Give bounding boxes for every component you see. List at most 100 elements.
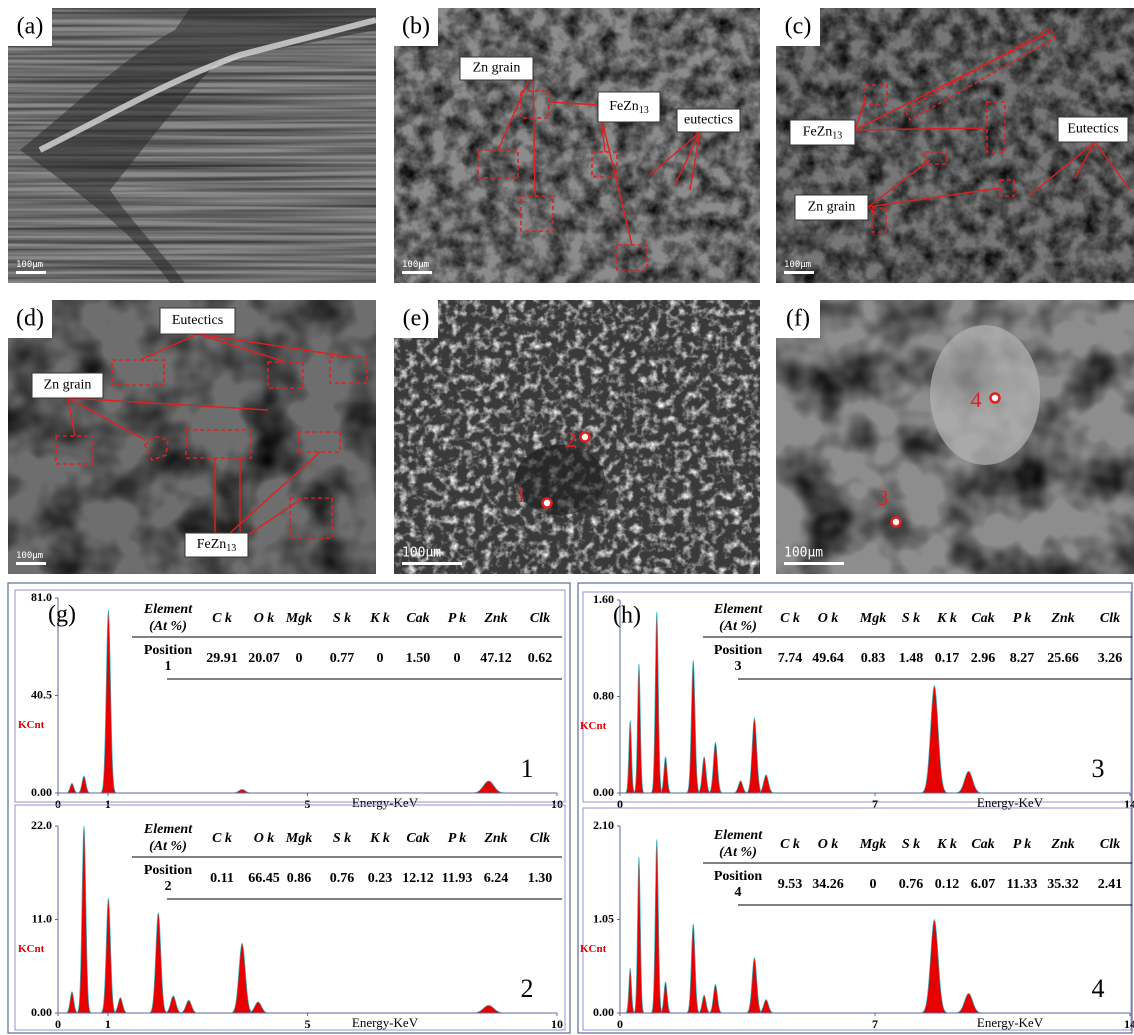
x-axis-label: Energy-KeV bbox=[977, 1015, 1044, 1030]
table-value: 20.07 bbox=[248, 651, 280, 666]
table-row-label: Position bbox=[144, 643, 192, 658]
table-column: K k bbox=[936, 611, 957, 626]
y-tick-label: 0.00 bbox=[593, 1005, 614, 1019]
y-axis-label: KCnt bbox=[580, 720, 607, 732]
analysis-point bbox=[543, 499, 552, 508]
table-header: (At %) bbox=[719, 845, 757, 860]
x-tick-label: 7 bbox=[872, 1017, 878, 1031]
pit bbox=[515, 445, 605, 515]
table-column: Cak bbox=[971, 611, 994, 626]
table-column: C k bbox=[780, 611, 800, 626]
table-value: 0.12 bbox=[935, 877, 960, 892]
scale-bar bbox=[16, 562, 46, 565]
x-axis-label: Energy-KeV bbox=[352, 1015, 419, 1030]
table-column: O k bbox=[254, 831, 275, 846]
table-column: Clk bbox=[530, 611, 550, 626]
table-column: S k bbox=[902, 611, 920, 626]
panel-label: (b) bbox=[402, 14, 430, 40]
table-value: 2.96 bbox=[971, 651, 996, 666]
table-value: 0 bbox=[296, 651, 303, 666]
table-value: 29.91 bbox=[206, 651, 238, 666]
table-column: C k bbox=[212, 831, 232, 846]
scale-bar bbox=[784, 271, 814, 274]
point-label: 4 bbox=[971, 387, 982, 412]
panel-label: (e) bbox=[403, 306, 430, 332]
panel-label: (g) bbox=[48, 602, 76, 628]
annotation-text: Eutectics bbox=[172, 313, 223, 328]
x-tick-label: 0 bbox=[617, 797, 623, 811]
table-value: 7.74 bbox=[778, 651, 803, 666]
table-value: 11.93 bbox=[442, 871, 473, 886]
table-value: 0.11 bbox=[210, 871, 234, 886]
micrograph-image bbox=[776, 300, 1134, 574]
panel-label: (h) bbox=[613, 603, 641, 629]
annotation-text: Zn grain bbox=[473, 61, 521, 76]
table-row-label: 4 bbox=[735, 885, 742, 900]
analysis-point bbox=[991, 394, 1000, 403]
annotation: Zn grain bbox=[808, 200, 856, 215]
annotation: Zn grain bbox=[473, 61, 521, 76]
table-row-label: 3 bbox=[735, 659, 742, 674]
micrograph: (d)100μmEutecticsZn grainFeZn13 bbox=[8, 300, 376, 574]
table-value: 0.76 bbox=[330, 871, 355, 886]
y-tick-label: 11.0 bbox=[32, 911, 52, 925]
panel-label: (d) bbox=[16, 306, 44, 332]
y-tick-label: 22.0 bbox=[31, 818, 52, 832]
table-column: Znk bbox=[1050, 837, 1074, 852]
table-row-label: Position bbox=[714, 643, 762, 658]
annotation-text: FeZn bbox=[197, 537, 227, 552]
analysis-point bbox=[581, 433, 590, 442]
point-label: 1 bbox=[516, 482, 527, 507]
annotation-subscript: 13 bbox=[832, 131, 842, 142]
table-value: 0 bbox=[377, 651, 384, 666]
table-header: Element bbox=[143, 602, 193, 617]
table-header: Element bbox=[713, 828, 763, 843]
spectrum-panel: 0.00 0.80 1.60 0 7 14 KCnt Energy-KeV 3 Element (A… bbox=[578, 583, 1134, 1033]
image-texture bbox=[394, 8, 760, 283]
y-axis-label: KCnt bbox=[18, 719, 45, 731]
x-tick-label: 14 bbox=[1124, 797, 1134, 811]
table-value: 11.33 bbox=[1007, 877, 1038, 892]
table-value: 6.24 bbox=[484, 871, 509, 886]
y-axis-label: KCnt bbox=[18, 943, 45, 955]
table-column: Clk bbox=[530, 831, 550, 846]
table-value: 25.66 bbox=[1047, 651, 1079, 666]
table-value: 12.12 bbox=[402, 871, 434, 886]
table-value: 49.64 bbox=[812, 651, 844, 666]
y-tick-label: 1.05 bbox=[593, 911, 614, 925]
table-value: 1.48 bbox=[899, 651, 924, 666]
x-tick-label: 5 bbox=[305, 797, 311, 811]
analysis-point bbox=[892, 518, 901, 527]
scale-bar-label: 100μm bbox=[16, 551, 43, 561]
table-column: Znk bbox=[483, 831, 507, 846]
scale-bar bbox=[402, 271, 432, 274]
table-column: O k bbox=[818, 611, 839, 626]
x-tick-label: 0 bbox=[55, 797, 61, 811]
table-column: K k bbox=[369, 611, 390, 626]
table-value: 0.62 bbox=[528, 651, 553, 666]
scale-bar bbox=[402, 562, 462, 565]
annotation-subscript: 13 bbox=[639, 105, 649, 116]
annotation-text: eutectics bbox=[684, 113, 733, 128]
figure: (a)100μm(b)100μmZn grainFeZn13eutectics(… bbox=[0, 0, 1134, 1035]
table-column: Znk bbox=[483, 611, 507, 626]
y-tick-label: 0.80 bbox=[593, 688, 614, 702]
table-value: 3.26 bbox=[1098, 651, 1123, 666]
table-column: Clk bbox=[1100, 837, 1120, 852]
table-row-label: 1 bbox=[165, 659, 172, 674]
table-column: Mgk bbox=[285, 831, 312, 846]
table-column: P k bbox=[1013, 837, 1032, 852]
scale-bar bbox=[784, 562, 844, 565]
x-tick-label: 1 bbox=[105, 797, 111, 811]
x-tick-label: 10 bbox=[551, 1017, 563, 1031]
y-tick-label: 1.60 bbox=[593, 592, 614, 606]
table-column: K k bbox=[369, 831, 390, 846]
table-column: Cak bbox=[406, 611, 429, 626]
spectrum-panel: 0.0040.581.001510KCntEnergy-KeV1Element(… bbox=[8, 583, 570, 1033]
panel-label: (c) bbox=[785, 14, 812, 40]
annotation: Zn grain bbox=[44, 378, 92, 393]
table-header: Element bbox=[713, 602, 763, 617]
annotation: eutectics bbox=[684, 113, 733, 128]
table-value: 66.45 bbox=[248, 871, 280, 886]
